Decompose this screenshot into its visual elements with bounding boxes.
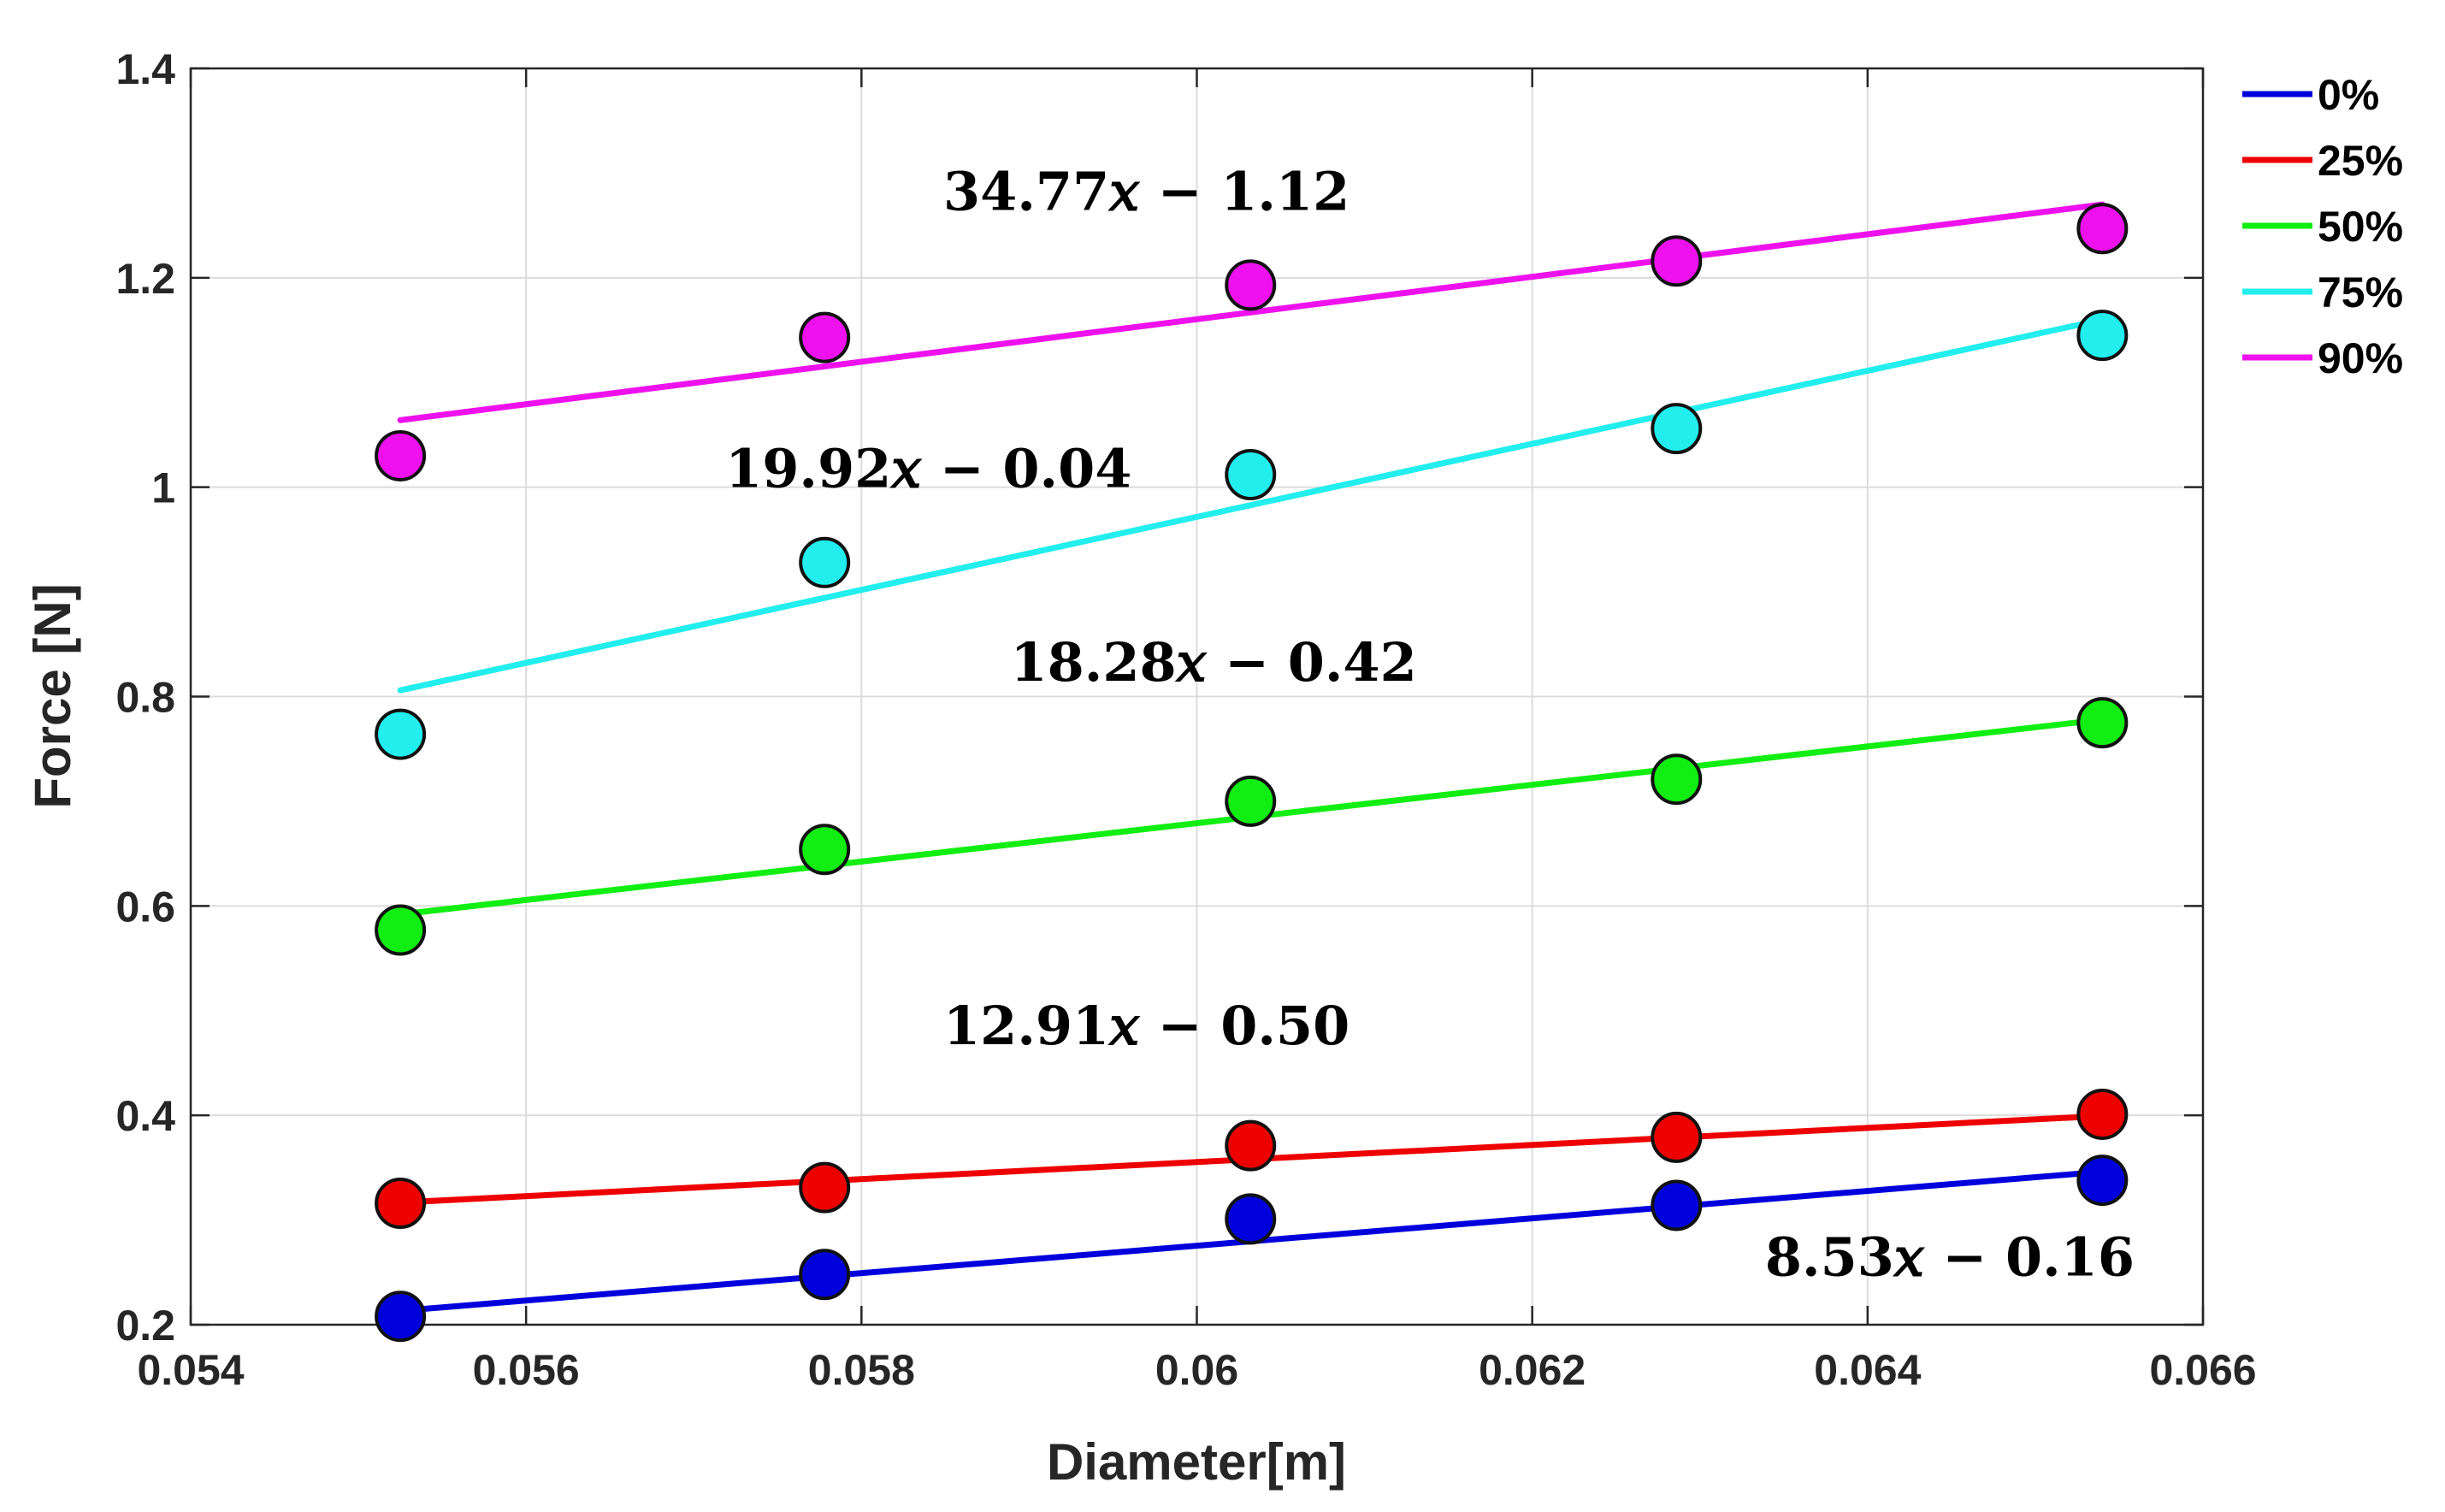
data-point-25pct: [2076, 1088, 2129, 1140]
data-point-50pct: [1225, 775, 1277, 827]
legend: 0% 25% 50% 75% 90%: [2242, 71, 2403, 382]
data-point-0pct: [1651, 1179, 1703, 1231]
data-point-75pct: [1651, 403, 1703, 455]
data-point-0pct: [2076, 1155, 2129, 1207]
data-point-50pct: [2076, 697, 2129, 749]
data-point-75pct: [1225, 448, 1277, 500]
x-tick-label: 0.054: [137, 1346, 244, 1394]
ticks-layer: 0.054 0.056 0.058 0.06 0.062 0.064 0.066 0.2 0.4…: [115, 45, 2256, 1394]
data-point-90pct: [1225, 259, 1277, 311]
legend-label-90pct: 90%: [2318, 334, 2403, 382]
y-tick-label: 0.8: [115, 674, 175, 722]
data-point-90pct: [375, 429, 427, 481]
fit-line-75pct: [397, 316, 2105, 694]
data-point-75pct: [375, 708, 427, 760]
data-point-25pct: [375, 1177, 427, 1229]
x-tick-label: 0.056: [473, 1346, 580, 1394]
legend-label-50pct: 50%: [2318, 203, 2403, 251]
x-axis-label: Diameter[m]: [1047, 1433, 1346, 1491]
data-point-75pct: [2076, 310, 2129, 362]
data-point-90pct: [799, 311, 851, 363]
legend-label-0pct: 0%: [2318, 71, 2379, 119]
fit-equation-75pct: 19.92𝑥 − 0.04: [725, 438, 1131, 500]
data-point-0pct: [375, 1291, 427, 1343]
fit-equation-50pct: 18.28𝑥 − 0.42: [1010, 631, 1416, 694]
y-tick-label: 0.4: [115, 1092, 175, 1140]
data-point-25pct: [1225, 1119, 1277, 1172]
y-tick-label: 0.6: [115, 883, 175, 930]
data-point-50pct: [1651, 753, 1703, 806]
y-tick-label: 1.4: [115, 45, 175, 93]
data-point-0pct: [799, 1249, 851, 1301]
data-point-0pct: [1225, 1193, 1277, 1245]
annotation-layer: 34.77𝑥 − 1.12 19.92𝑥 − 0.04 18.28𝑥 − 0.42 1…: [725, 160, 2135, 1288]
data-point-90pct: [1651, 235, 1703, 287]
data-point-25pct: [799, 1161, 851, 1214]
fit-equation-90pct: 34.77𝑥 − 1.12: [943, 160, 1349, 222]
y-axis-label: Force [N]: [24, 583, 81, 808]
x-tick-label: 0.062: [1479, 1346, 1586, 1394]
data-point-90pct: [2076, 203, 2129, 255]
y-tick-label: 1.2: [115, 255, 175, 303]
data-point-50pct: [799, 824, 851, 876]
data-point-50pct: [375, 904, 427, 956]
series-layer: [375, 201, 2129, 1343]
x-tick-label: 0.058: [808, 1346, 915, 1394]
fit-line-90pct: [397, 201, 2105, 423]
x-tick-label: 0.06: [1155, 1346, 1238, 1394]
y-tick-label: 0.2: [115, 1302, 175, 1350]
legend-label-25pct: 25%: [2318, 137, 2403, 185]
data-point-75pct: [799, 536, 851, 588]
fit-equation-0pct: 8.53𝑥 − 0.16: [1765, 1226, 2135, 1288]
fit-equation-25pct: 12.91𝑥 − 0.50: [943, 995, 1349, 1057]
data-point-25pct: [1651, 1111, 1703, 1163]
x-tick-label: 0.066: [2149, 1346, 2256, 1394]
x-tick-label: 0.064: [1814, 1346, 1921, 1394]
y-tick-label: 1: [151, 464, 175, 512]
legend-label-75pct: 75%: [2318, 269, 2403, 316]
